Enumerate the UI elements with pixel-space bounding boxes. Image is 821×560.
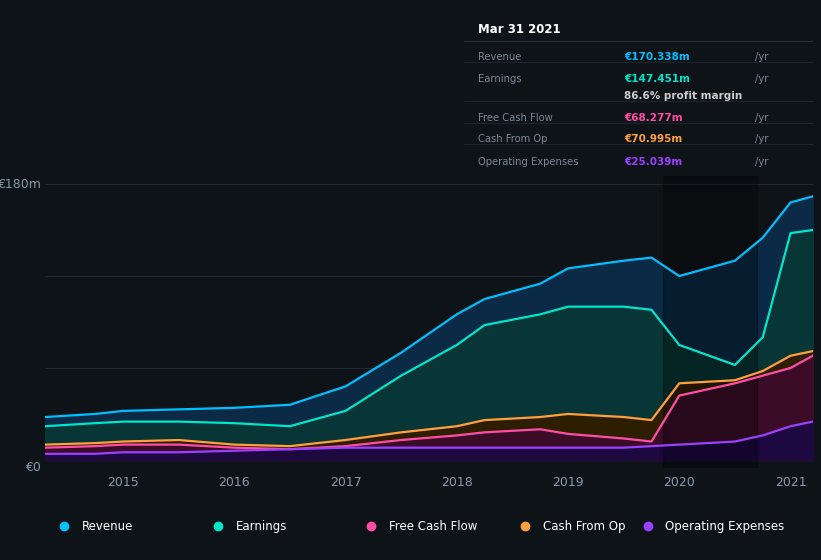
Text: /yr: /yr <box>755 53 768 63</box>
Text: Operating Expenses: Operating Expenses <box>478 157 578 166</box>
Text: Operating Expenses: Operating Expenses <box>665 520 785 533</box>
Text: Cash From Op: Cash From Op <box>478 134 548 144</box>
Text: €70.995m: €70.995m <box>624 134 682 144</box>
Text: Revenue: Revenue <box>478 53 521 63</box>
Text: €180m: €180m <box>0 178 41 191</box>
Text: /yr: /yr <box>755 134 768 144</box>
Text: Earnings: Earnings <box>236 520 287 533</box>
Text: 86.6% profit margin: 86.6% profit margin <box>624 91 743 101</box>
Bar <box>663 176 757 468</box>
Text: /yr: /yr <box>755 113 768 123</box>
Text: €0: €0 <box>25 461 41 474</box>
Text: €68.277m: €68.277m <box>624 113 683 123</box>
Text: €147.451m: €147.451m <box>624 74 690 84</box>
Text: Free Cash Flow: Free Cash Flow <box>478 113 553 123</box>
Text: Revenue: Revenue <box>82 520 133 533</box>
Text: /yr: /yr <box>755 157 768 166</box>
Text: Earnings: Earnings <box>478 74 521 84</box>
Text: Free Cash Flow: Free Cash Flow <box>389 520 478 533</box>
Text: /yr: /yr <box>755 74 768 84</box>
Text: Cash From Op: Cash From Op <box>543 520 625 533</box>
Text: Mar 31 2021: Mar 31 2021 <box>478 23 561 36</box>
Text: €25.039m: €25.039m <box>624 157 682 166</box>
Text: €170.338m: €170.338m <box>624 53 690 63</box>
